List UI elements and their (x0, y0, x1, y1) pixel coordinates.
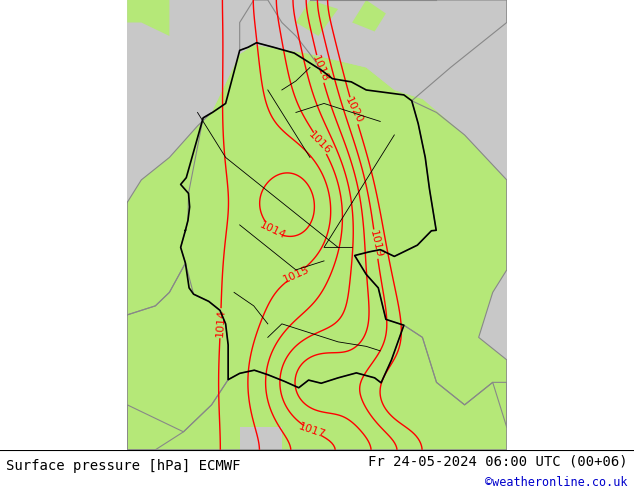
Text: Surface pressure [hPa] ECMWF: Surface pressure [hPa] ECMWF (6, 459, 241, 473)
Text: ©weatheronline.co.uk: ©weatheronline.co.uk (485, 476, 628, 490)
Polygon shape (127, 135, 141, 202)
Polygon shape (127, 0, 169, 36)
Polygon shape (127, 45, 507, 450)
Text: 1020: 1020 (343, 96, 365, 125)
Polygon shape (127, 0, 507, 450)
Polygon shape (127, 180, 169, 270)
Polygon shape (352, 0, 386, 31)
Text: 1015: 1015 (281, 264, 311, 285)
Polygon shape (296, 0, 338, 36)
Polygon shape (240, 427, 282, 450)
Polygon shape (127, 23, 254, 157)
Text: 1014: 1014 (259, 220, 288, 241)
Text: 1018: 1018 (310, 54, 330, 84)
Text: 1016: 1016 (307, 130, 333, 157)
Polygon shape (282, 0, 507, 99)
Text: 1014: 1014 (214, 309, 226, 338)
Text: 1019: 1019 (368, 229, 384, 259)
Text: 1017: 1017 (297, 421, 328, 440)
Text: Fr 24-05-2024 06:00 UTC (00+06): Fr 24-05-2024 06:00 UTC (00+06) (368, 454, 628, 468)
